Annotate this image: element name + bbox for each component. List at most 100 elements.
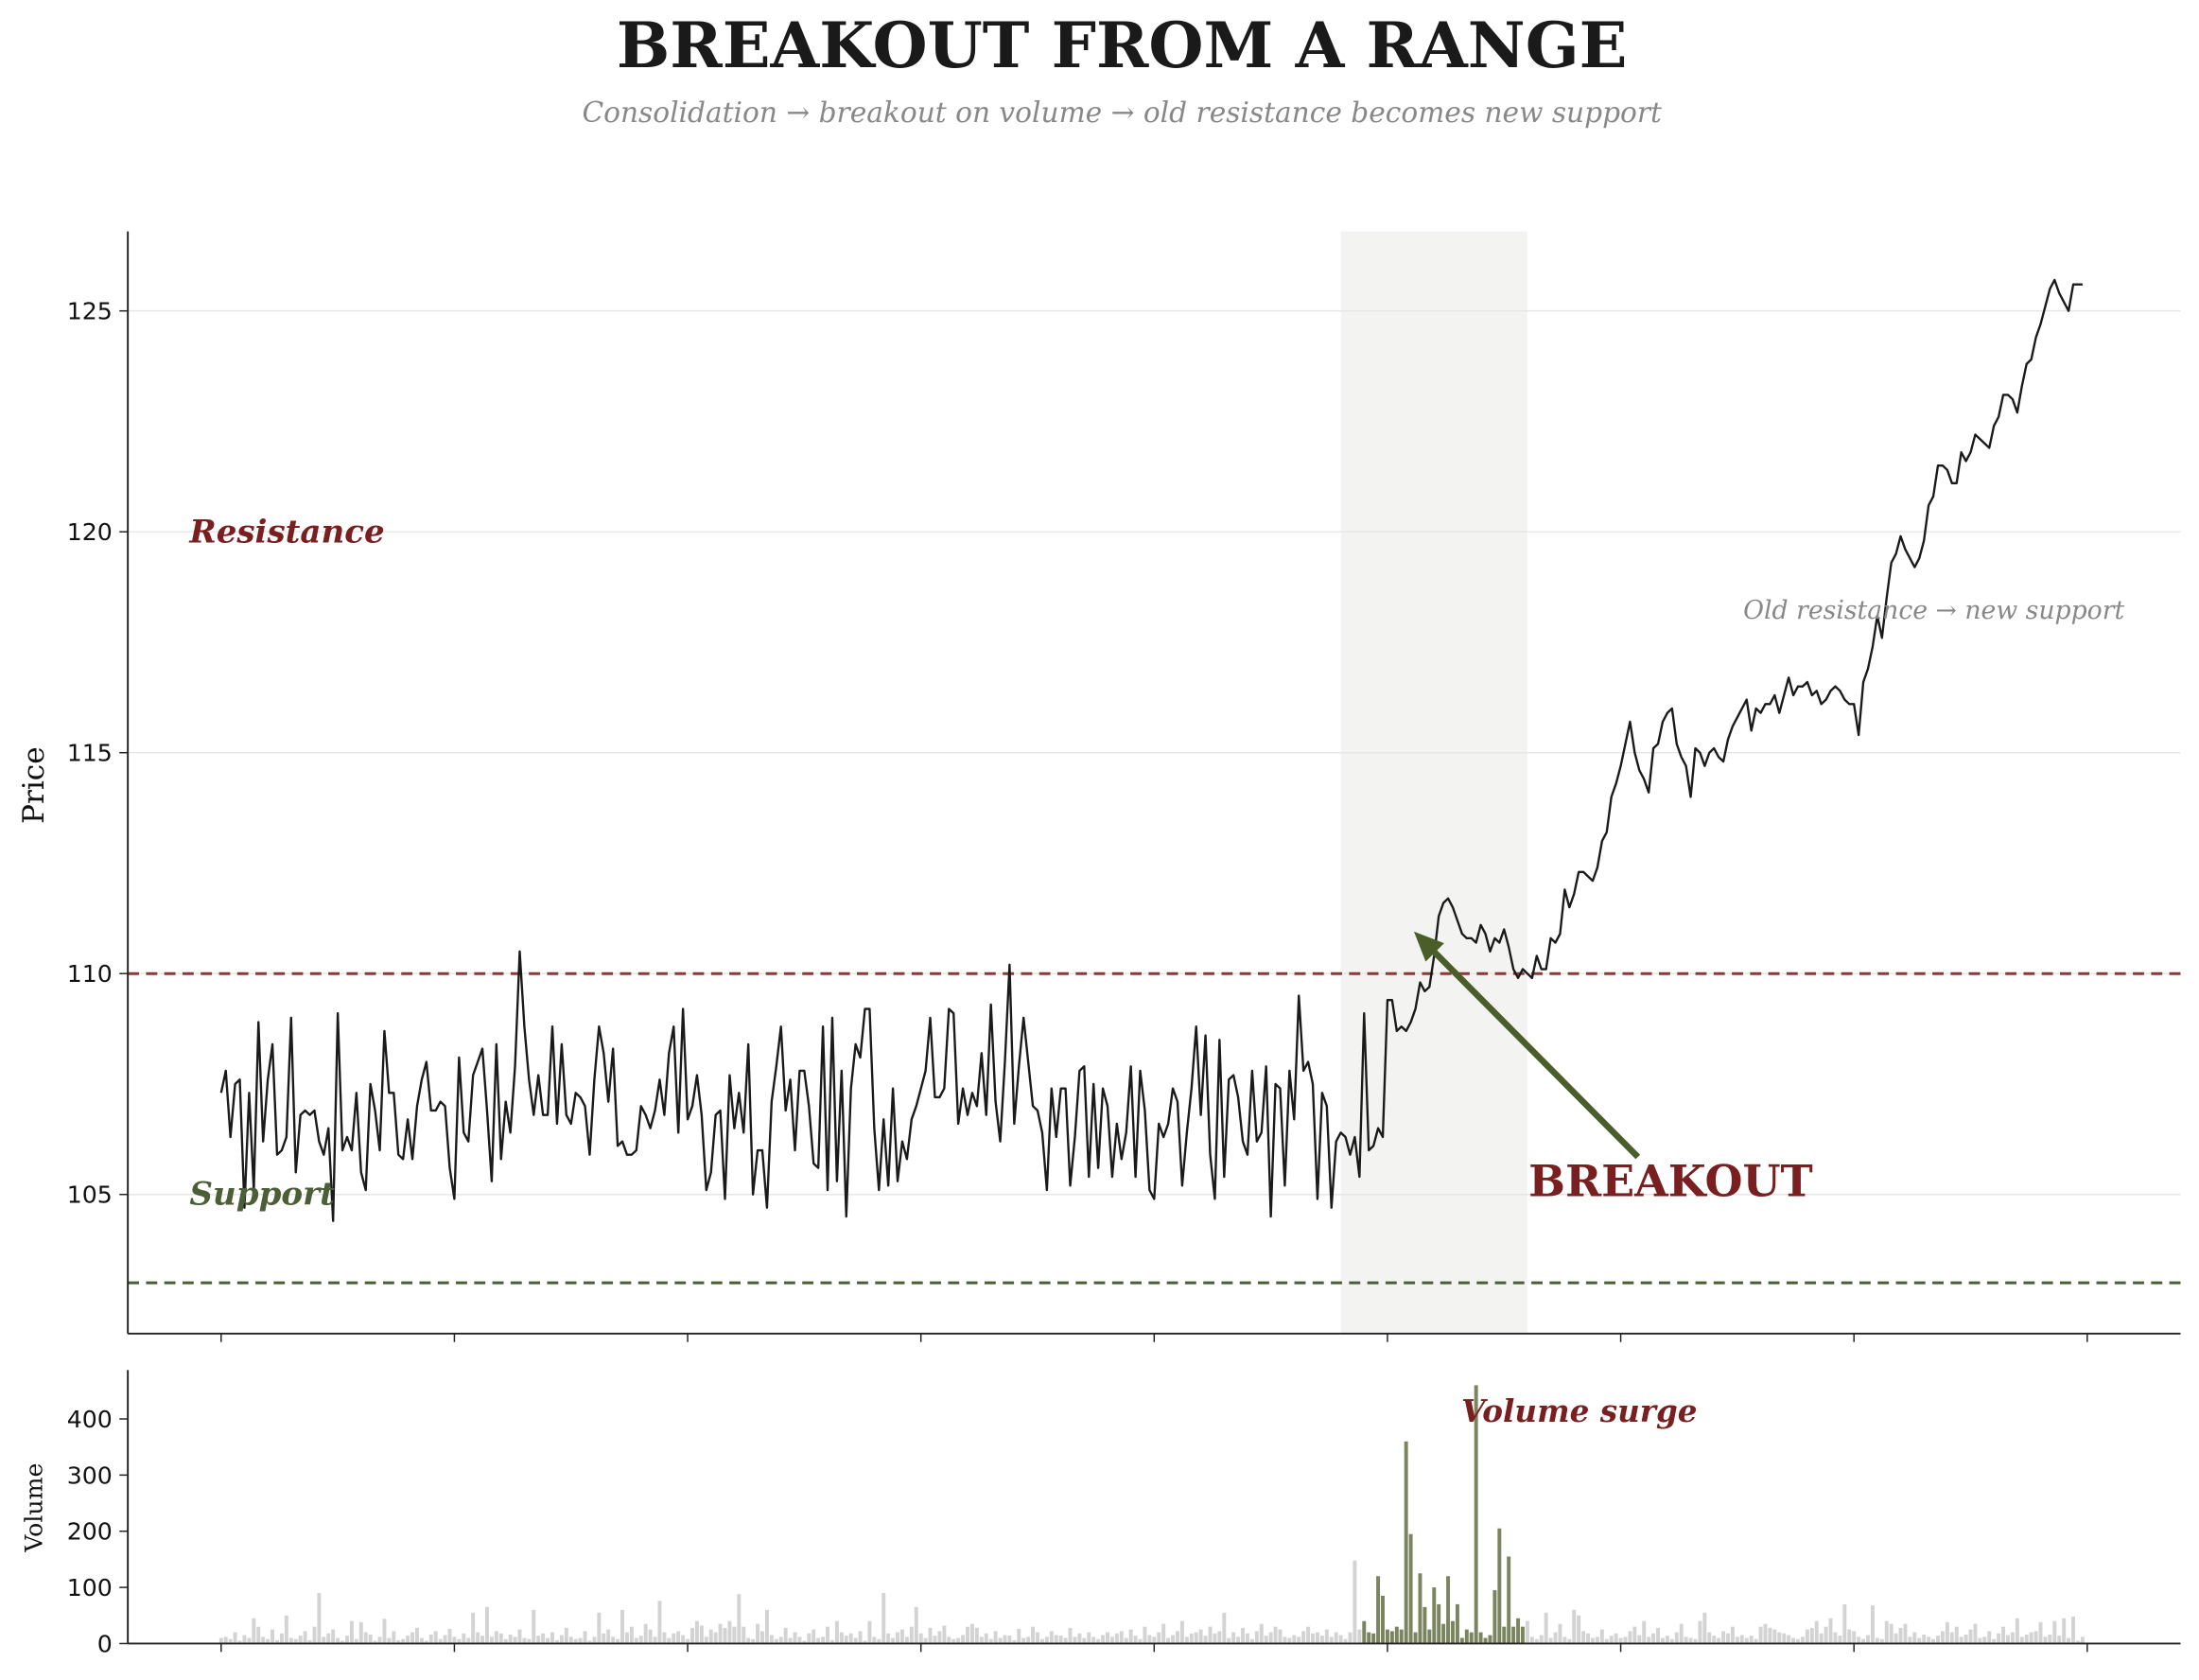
volume-bar	[1101, 1635, 1106, 1644]
volume-bar	[1236, 1636, 1241, 1644]
volume-bar	[1628, 1631, 1632, 1644]
volume-bar	[1917, 1637, 1922, 1644]
volume-bar	[2057, 1636, 2062, 1644]
volume-bar	[1693, 1638, 1698, 1644]
volume-bar	[587, 1640, 592, 1644]
volume-bar	[1879, 1638, 1884, 1644]
volume-bar	[373, 1640, 377, 1644]
volume-bar	[676, 1631, 681, 1644]
volume-bar	[247, 1637, 252, 1644]
volume-bar	[1451, 1620, 1455, 1644]
volume-bar	[1353, 1560, 1357, 1644]
volume-bar	[1997, 1633, 2001, 1644]
volume-bar	[1898, 1627, 1903, 1644]
volume-bar	[1408, 1533, 1413, 1644]
volume-bar	[1684, 1636, 1688, 1644]
volume-bar	[1927, 1636, 1931, 1644]
volume-bar	[662, 1632, 667, 1644]
volume-bar	[1814, 1620, 1819, 1644]
volume-bar	[634, 1637, 638, 1644]
volume-bar	[984, 1633, 988, 1644]
volume-bar	[288, 1637, 293, 1644]
volume-bar	[713, 1632, 718, 1644]
volume-bar	[377, 1636, 382, 1644]
volume-bar	[2006, 1635, 2010, 1644]
volume-bar	[2038, 1621, 2043, 1644]
volume-bar	[466, 1637, 471, 1644]
volume-bar	[1273, 1626, 1278, 1644]
volume-bar	[354, 1638, 358, 1644]
volume-bar	[1721, 1631, 1726, 1644]
volume-bar	[853, 1637, 858, 1644]
volume-bar	[2043, 1636, 2048, 1644]
volume-bar	[1647, 1636, 1651, 1644]
volume-bar	[1385, 1629, 1389, 1644]
volume-bar	[503, 1638, 508, 1644]
volume-bar	[489, 1636, 494, 1644]
volume-bar	[1031, 1626, 1036, 1644]
volume-bar	[829, 1639, 834, 1644]
volume-bar	[541, 1633, 546, 1644]
volume-bar	[979, 1636, 984, 1644]
volume-bar	[1548, 1637, 1553, 1644]
volume-bar	[1782, 1633, 1787, 1644]
volume-bar	[966, 1626, 969, 1644]
volume-bar	[1077, 1633, 1082, 1644]
volume-bar	[1179, 1620, 1184, 1644]
volume-bar	[951, 1638, 956, 1644]
volume-bar	[1539, 1635, 1544, 1644]
volume-bar	[918, 1633, 923, 1644]
volume-bar	[704, 1636, 708, 1644]
volume-bar	[1534, 1638, 1539, 1644]
volume-bar	[536, 1636, 541, 1644]
volume-bar	[1222, 1612, 1227, 1644]
volume-bar	[1283, 1636, 1287, 1644]
volume-bar	[1992, 1638, 1997, 1644]
volume-bar	[1875, 1637, 1879, 1644]
y-tick-label: 0	[97, 1630, 113, 1657]
volume-bar	[1376, 1576, 1381, 1644]
volume-bar	[2019, 1636, 2024, 1644]
volume-bar	[1311, 1633, 1315, 1644]
volume-bar	[406, 1636, 410, 1644]
volume-bar	[1553, 1632, 1558, 1644]
volume-bar	[756, 1623, 760, 1644]
volume-bar	[1464, 1629, 1469, 1644]
volume-bar	[974, 1627, 979, 1644]
volume-bar	[904, 1636, 909, 1644]
volume-bar	[708, 1629, 713, 1644]
volume-bar	[233, 1632, 237, 1644]
volume-bar	[933, 1636, 937, 1644]
volume-bar	[387, 1637, 392, 1644]
volume-bar	[1301, 1631, 1306, 1644]
volume-bar	[2029, 1632, 2033, 1644]
volume-bar	[1334, 1632, 1338, 1644]
volume-bar	[1954, 1626, 1959, 1644]
volume-bar	[1432, 1587, 1437, 1644]
volume-bar	[611, 1636, 616, 1644]
volume-bar	[1073, 1636, 1077, 1644]
volume-bar	[1889, 1623, 1894, 1644]
volume-bar	[1838, 1636, 1842, 1644]
volume-bar	[1418, 1573, 1422, 1644]
volume-bar	[1021, 1637, 1026, 1644]
volume-bar	[1842, 1603, 1847, 1644]
volume-bar	[699, 1625, 704, 1644]
volume-bar	[298, 1636, 303, 1644]
volume-bar	[742, 1626, 746, 1644]
volume-bar	[2024, 1634, 2029, 1644]
volume-bar	[1502, 1626, 1507, 1644]
volume-bar	[1544, 1612, 1548, 1644]
volume-bar	[961, 1635, 966, 1644]
volume-bar	[1297, 1636, 1301, 1644]
volume-bar	[1702, 1612, 1707, 1644]
volume-bar	[2067, 1637, 2071, 1644]
volume-bar	[424, 1640, 428, 1644]
volume-bar	[723, 1627, 727, 1644]
volume-bar	[1525, 1620, 1529, 1644]
volume-bar	[2015, 1618, 2019, 1644]
volume-bar	[312, 1626, 317, 1644]
volume-bar	[1987, 1631, 1992, 1644]
volume-bar	[266, 1638, 271, 1644]
volume-bar	[414, 1627, 419, 1644]
